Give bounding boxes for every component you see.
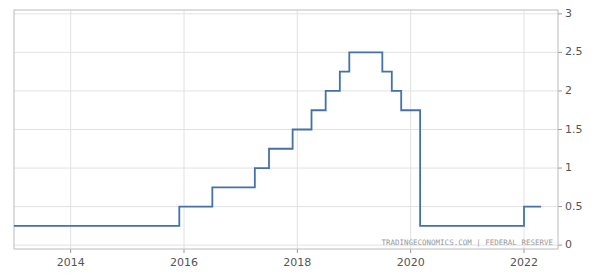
y-grid-line bbox=[14, 52, 558, 53]
y-grid-line bbox=[14, 129, 558, 130]
y-tick bbox=[558, 52, 562, 53]
y-tick bbox=[558, 206, 562, 207]
line bbox=[14, 52, 541, 225]
grid bbox=[14, 10, 558, 249]
x-tick-label: 2014 bbox=[57, 256, 85, 269]
x-tick-label: 2018 bbox=[283, 256, 311, 269]
plot-frame bbox=[14, 10, 558, 249]
x-tick bbox=[184, 249, 185, 253]
y-tick-label: 3 bbox=[565, 7, 572, 20]
x-tick bbox=[410, 249, 411, 253]
x-tick-label: 2016 bbox=[170, 256, 198, 269]
y-grid-line bbox=[14, 13, 558, 14]
x-grid-line bbox=[70, 10, 71, 249]
axes: 0 0.5 1 1.5 2 2.5 3 2014 2016 2018 2020 2022 bbox=[14, 7, 583, 269]
y-tick-label: 0.5 bbox=[565, 200, 583, 213]
y-tick bbox=[558, 13, 562, 14]
y-tick-label: 2 bbox=[565, 84, 572, 97]
series bbox=[14, 52, 541, 225]
y-tick bbox=[558, 129, 562, 130]
y-tick-label: 0 bbox=[565, 238, 572, 251]
x-grid-line bbox=[184, 10, 185, 249]
watermark: TRADINGECONOMICS.COM | FEDERAL RESERVE bbox=[381, 238, 553, 247]
x-tick bbox=[297, 249, 298, 253]
x-tick bbox=[524, 249, 525, 253]
x-tick-label: 2022 bbox=[510, 256, 538, 269]
y-tick-label: 1 bbox=[565, 161, 572, 174]
y-tick bbox=[558, 245, 562, 246]
y-tick bbox=[558, 90, 562, 91]
x-tick-label: 2020 bbox=[397, 256, 425, 269]
y-grid-line bbox=[14, 90, 558, 91]
x-grid-line bbox=[410, 10, 411, 249]
y-tick-label: 1.5 bbox=[565, 123, 583, 136]
y-grid-line bbox=[14, 206, 558, 207]
y-tick-label: 2.5 bbox=[565, 45, 583, 58]
x-tick bbox=[70, 249, 71, 253]
y-tick bbox=[558, 168, 562, 169]
chart: 0 0.5 1 1.5 2 2.5 3 2014 2016 2018 2020 2022 TRADING… bbox=[0, 0, 600, 279]
y-grid-line bbox=[14, 168, 558, 169]
